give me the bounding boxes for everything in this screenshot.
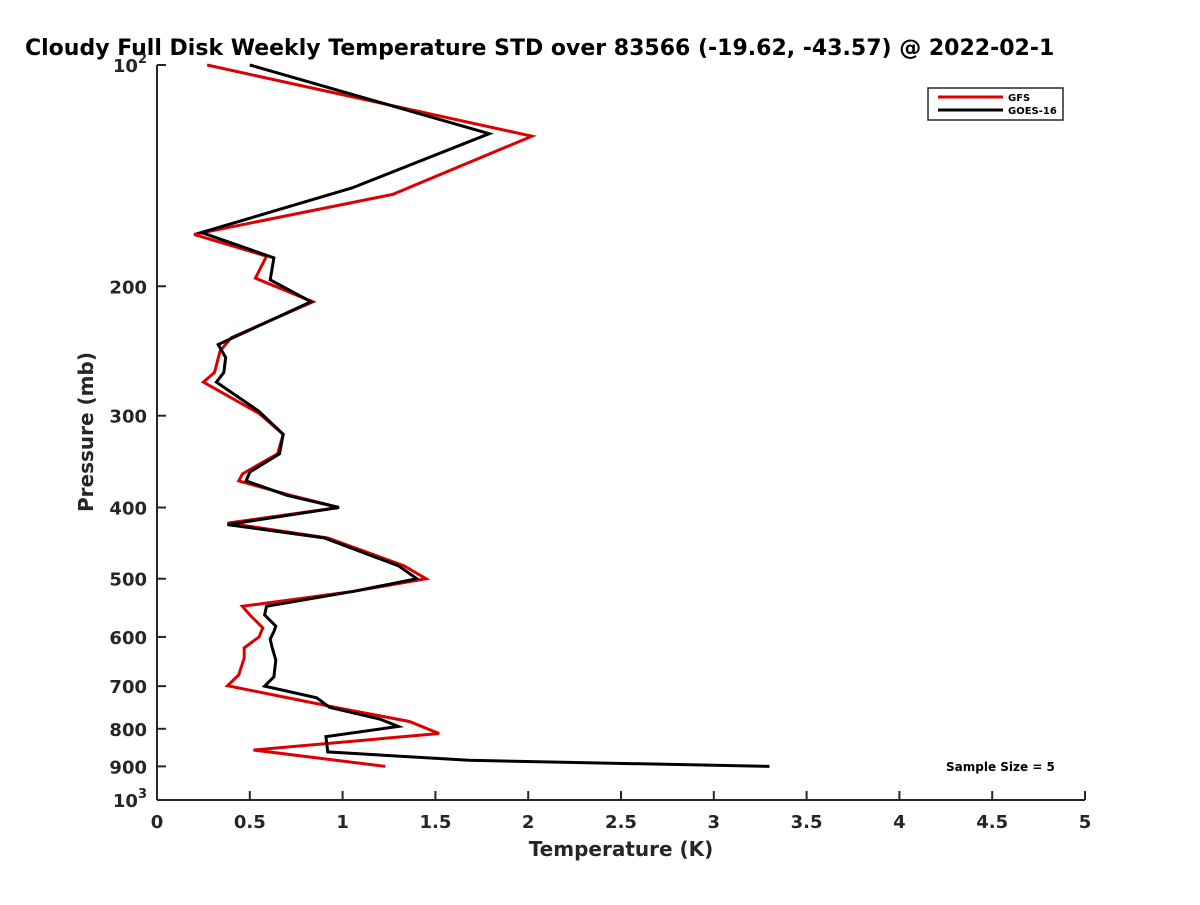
y-tick-label: 200 xyxy=(109,277,147,298)
x-axis-ticks: 0 0.5 1 1.5 2 2.5 3 3.5 4 4.5 5 xyxy=(151,791,1092,833)
y-tick-label: 800 xyxy=(109,720,147,741)
legend-label-gfs: GFS xyxy=(1008,93,1030,104)
x-tick-label: 0 xyxy=(151,812,164,833)
x-tick-label: 3.5 xyxy=(791,812,823,833)
legend-label-goes16: GOES-16 xyxy=(1008,106,1057,117)
y-axis-ticks: 102 200 300 400 500 600 700 800 900 103 xyxy=(109,52,166,812)
y-tick-label: 700 xyxy=(109,677,147,698)
y-tick-label: 500 xyxy=(109,570,147,591)
plot-lines xyxy=(193,63,770,768)
series-line-goes16 xyxy=(196,63,770,768)
sample-size-annotation: Sample Size = 5 xyxy=(946,760,1055,774)
x-tick-label: 3 xyxy=(708,812,721,833)
y-tick-label: 900 xyxy=(109,757,147,778)
x-tick-label: 1.5 xyxy=(419,812,451,833)
series-line-gfs xyxy=(193,63,537,768)
y-tick-label: 102 xyxy=(113,52,147,77)
x-tick-label: 2.5 xyxy=(605,812,637,833)
y-tick-label: 600 xyxy=(109,628,147,649)
y-tick-label: 103 xyxy=(113,787,147,812)
legend-box xyxy=(927,87,1064,121)
x-axis-label: Temperature (K) xyxy=(529,837,714,861)
y-axis-label: Pressure (mb) xyxy=(74,352,98,512)
x-tick-label: 2 xyxy=(522,812,535,833)
x-tick-label: 0.5 xyxy=(234,812,266,833)
y-tick-label: 400 xyxy=(109,499,147,520)
x-tick-label: 1 xyxy=(336,812,349,833)
x-tick-label: 5 xyxy=(1079,812,1092,833)
x-tick-label: 4.5 xyxy=(976,812,1008,833)
y-tick-label: 300 xyxy=(109,407,147,428)
legend: GFS GOES-16 xyxy=(927,87,1064,121)
x-tick-label: 4 xyxy=(893,812,906,833)
chart-title: Cloudy Full Disk Weekly Temperature STD … xyxy=(25,36,1054,61)
